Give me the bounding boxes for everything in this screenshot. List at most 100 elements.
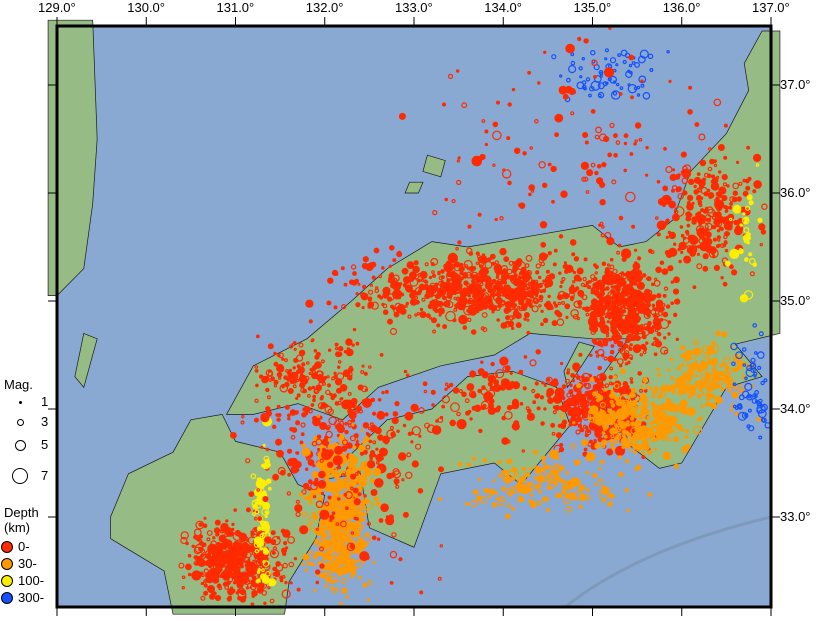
epicenter xyxy=(715,196,720,201)
epicenter xyxy=(593,74,597,79)
epicenter xyxy=(664,384,669,388)
epicenter xyxy=(713,264,721,271)
epicenter xyxy=(289,371,299,381)
epicenter xyxy=(438,280,444,286)
epicenter xyxy=(456,69,460,73)
epicenter xyxy=(322,556,331,565)
epicenter xyxy=(529,493,534,497)
epicenter xyxy=(732,182,740,190)
epicenter xyxy=(686,245,692,250)
epicenter xyxy=(570,373,575,378)
epicenter xyxy=(566,371,570,375)
epicenter xyxy=(618,471,624,478)
epicenter xyxy=(261,532,265,536)
epicenter xyxy=(506,503,512,508)
epicenter xyxy=(195,520,205,530)
epicenter xyxy=(315,531,320,536)
epicenter xyxy=(651,303,656,308)
epicenter xyxy=(721,196,726,202)
epicenter xyxy=(677,193,684,200)
epicenter xyxy=(663,146,667,151)
epicenter xyxy=(665,304,671,309)
epicenter xyxy=(328,527,335,534)
epicenter xyxy=(484,142,488,147)
epicenter xyxy=(605,391,611,397)
epicenter xyxy=(513,420,520,427)
epicenter xyxy=(623,141,628,146)
epicenter xyxy=(260,523,265,528)
epicenter xyxy=(640,83,645,88)
epicenter xyxy=(492,163,496,167)
epicenter xyxy=(292,384,297,389)
epicenter xyxy=(258,374,264,379)
epicenter xyxy=(210,551,215,555)
epicenter xyxy=(566,77,571,83)
epicenter xyxy=(598,489,610,500)
epicenter xyxy=(349,478,358,487)
epicenter xyxy=(307,394,311,398)
epicenter xyxy=(312,398,316,403)
epicenter xyxy=(715,330,721,337)
epicenter xyxy=(311,385,316,390)
epicenter xyxy=(419,590,424,595)
epicenter xyxy=(610,344,615,348)
epicenter xyxy=(629,440,634,445)
lon-label: 136.0° xyxy=(662,0,701,15)
epicenter xyxy=(736,196,742,202)
epicenter xyxy=(693,425,703,435)
epicenter xyxy=(402,511,409,518)
epicenter xyxy=(570,60,576,66)
epicenter xyxy=(369,305,373,309)
epicenter xyxy=(299,492,304,497)
epicenter xyxy=(334,562,340,568)
epicenter xyxy=(592,340,598,345)
epicenter xyxy=(742,234,751,242)
epicenter xyxy=(233,508,238,512)
epicenter xyxy=(562,93,569,100)
epicenter xyxy=(565,493,569,498)
epicenter xyxy=(591,59,598,67)
epicenter xyxy=(554,132,559,138)
epicenter xyxy=(628,290,633,294)
epicenter xyxy=(487,257,492,262)
epicenter xyxy=(203,583,208,588)
epicenter xyxy=(612,91,618,96)
epicenter xyxy=(351,466,358,473)
epicenter xyxy=(521,480,527,486)
epicenter xyxy=(214,594,222,602)
epicenter xyxy=(721,216,730,225)
epicenter xyxy=(565,406,572,413)
epicenter xyxy=(570,415,577,422)
epicenter xyxy=(343,492,348,497)
epicenter xyxy=(241,415,245,419)
epicenter xyxy=(596,300,602,306)
epicenter xyxy=(333,374,338,380)
epicenter xyxy=(262,560,266,564)
epicenter xyxy=(607,152,613,158)
epicenter xyxy=(559,361,564,366)
epicenter xyxy=(311,372,319,380)
epicenter xyxy=(471,265,477,271)
epicenter xyxy=(614,423,619,428)
epicenter xyxy=(272,424,277,429)
epicenter xyxy=(433,285,439,291)
epicenter xyxy=(527,499,532,504)
epicenter xyxy=(624,191,636,203)
epicenter xyxy=(513,308,519,313)
epicenter xyxy=(345,338,353,346)
epicenter xyxy=(395,484,400,489)
epicenter xyxy=(700,373,709,382)
epicenter xyxy=(720,188,725,193)
epicenter xyxy=(678,241,687,251)
epicenter xyxy=(510,404,515,409)
epicenter xyxy=(712,211,717,216)
epicenter xyxy=(588,93,592,98)
epicenter xyxy=(516,312,521,316)
epicenter xyxy=(355,292,359,296)
epicenter xyxy=(445,310,456,322)
epicenter xyxy=(488,402,495,409)
epicenter xyxy=(752,153,762,162)
epicenter xyxy=(736,360,744,368)
epicenter xyxy=(597,82,605,90)
epicenter xyxy=(263,536,272,544)
